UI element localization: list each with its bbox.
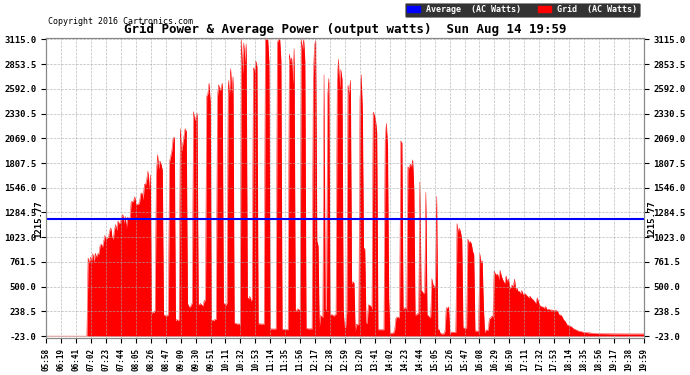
Title: Grid Power & Average Power (output watts)  Sun Aug 14 19:59: Grid Power & Average Power (output watts… bbox=[124, 23, 566, 36]
Text: 1215.77: 1215.77 bbox=[647, 200, 656, 238]
Text: Copyright 2016 Cartronics.com: Copyright 2016 Cartronics.com bbox=[48, 17, 193, 26]
Legend: Average  (AC Watts), Grid  (AC Watts): Average (AC Watts), Grid (AC Watts) bbox=[405, 3, 640, 16]
Text: 1215.77: 1215.77 bbox=[34, 200, 43, 238]
